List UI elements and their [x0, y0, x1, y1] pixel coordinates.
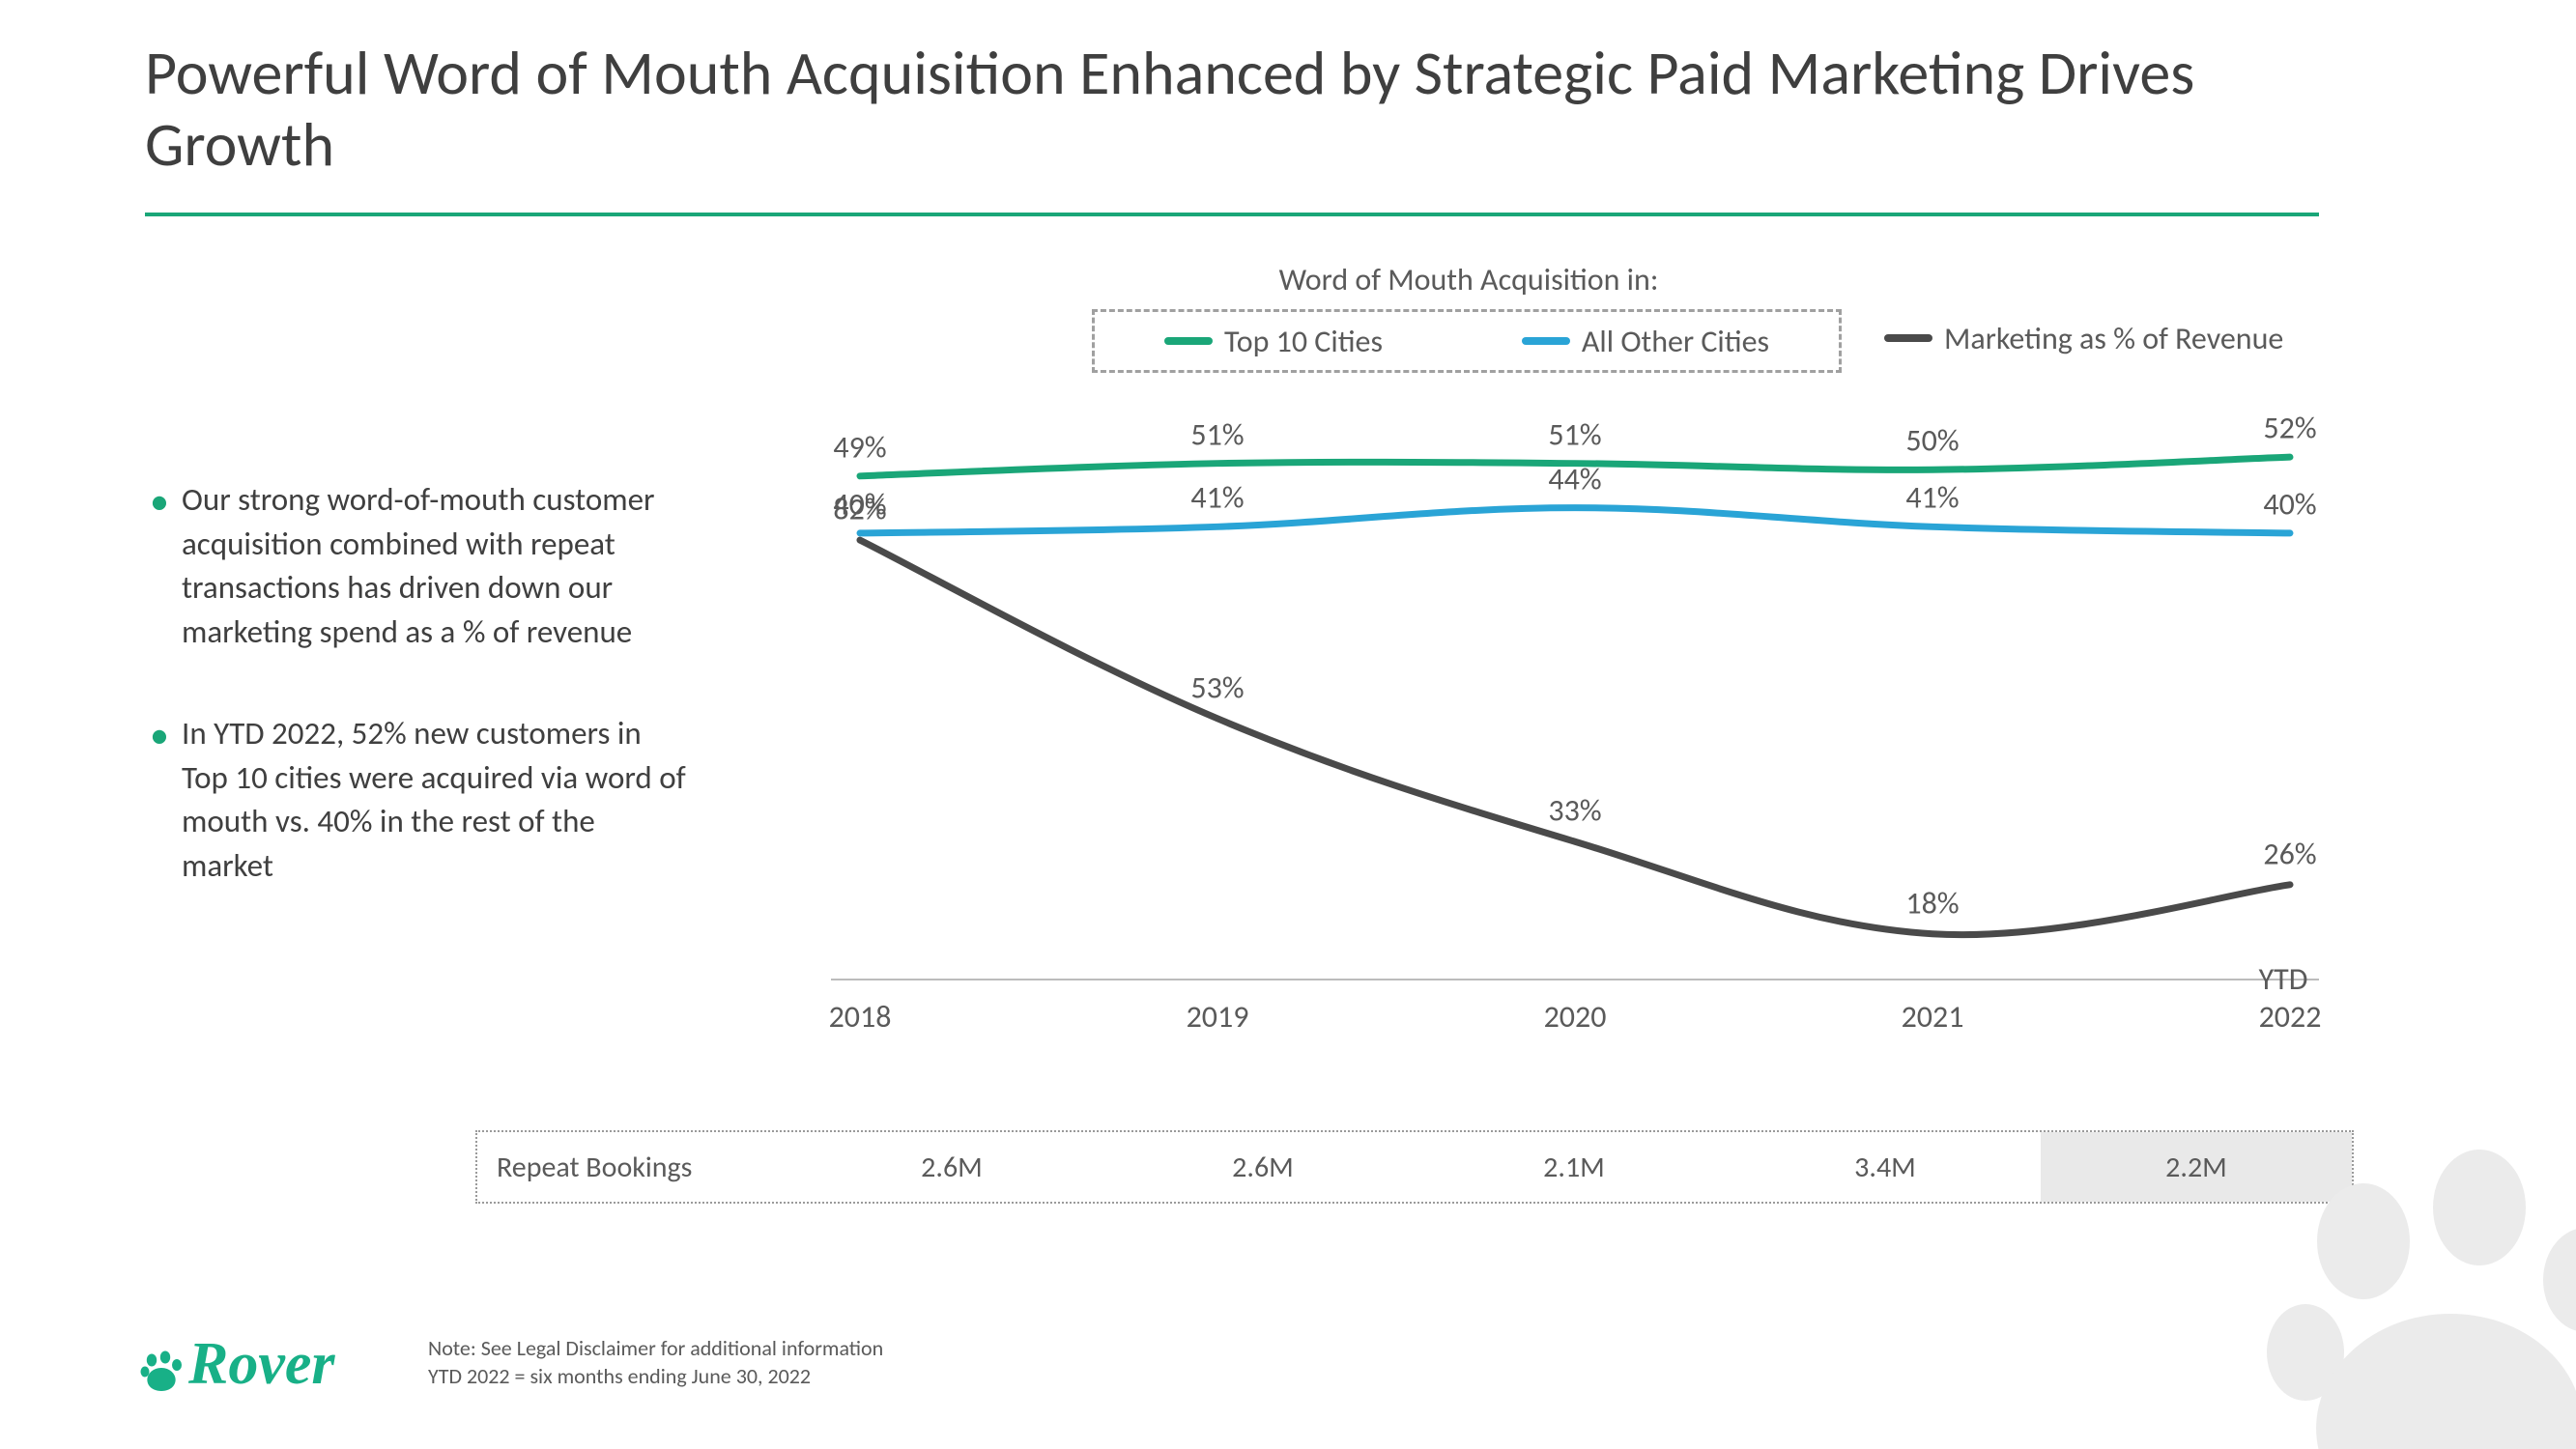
- data-label-mkt: 33%: [1548, 792, 1601, 830]
- legend-swatch: [1522, 337, 1570, 345]
- legend-label: Marketing as % of Revenue: [1944, 320, 2283, 357]
- data-label-other: 40%: [2263, 485, 2316, 523]
- line-chart: Word of Mouth Acquisition in: Top 10 Cit…: [831, 261, 2319, 1111]
- legend-swatch: [1164, 337, 1213, 345]
- bullet-list: Our strong word-of-mouth customer acquis…: [145, 478, 686, 946]
- data-label-top10: 52%: [2263, 410, 2316, 447]
- x-axis: [831, 979, 2319, 980]
- x-axis-label: 2019: [1187, 998, 1249, 1036]
- repeat-bookings-cell: 2.6M: [796, 1132, 1107, 1202]
- repeat-bookings-cell: 2.1M: [1418, 1132, 1730, 1202]
- repeat-bookings-label: Repeat Bookings: [477, 1132, 796, 1202]
- data-label-other: 41%: [1905, 479, 1959, 517]
- data-label-mkt: 53%: [1190, 668, 1244, 706]
- repeat-bookings-table: Repeat Bookings 2.6M 2.6M 2.1M 3.4M 2.2M: [475, 1130, 2354, 1204]
- legend-top10: Top 10 Cities: [1164, 323, 1383, 360]
- chart-subtitle: Word of Mouth Acquisition in:: [1237, 261, 1701, 298]
- page-title: Powerful Word of Mouth Acquisition Enhan…: [145, 39, 2271, 181]
- data-label-other: 41%: [1190, 479, 1244, 517]
- paw-icon: [140, 1349, 183, 1391]
- legend-label: All Other Cities: [1582, 323, 1769, 360]
- x-axis-label: YTD 2022: [2259, 960, 2322, 1036]
- legend-label: Top 10 Cities: [1224, 323, 1383, 360]
- x-axis-label: 2020: [1544, 998, 1607, 1036]
- x-axis-label: 2021: [1902, 998, 1964, 1036]
- bullet-item: In YTD 2022, 52% new customers in Top 10…: [145, 712, 686, 888]
- legend-marketing: Marketing as % of Revenue: [1884, 314, 2300, 362]
- title-underline: [145, 213, 2319, 216]
- data-label-top10: 51%: [1190, 415, 1244, 453]
- data-label-top10: 50%: [1905, 422, 1959, 460]
- plot-area: 2018 2019 2020 2021 YTD 2022 49% 51% 51% 50% 52%…: [831, 396, 2319, 1053]
- repeat-bookings-cell: 2.6M: [1107, 1132, 1418, 1202]
- footnote-line: Note: See Legal Disclaimer for additiona…: [428, 1334, 883, 1363]
- legend-other: All Other Cities: [1522, 323, 1769, 360]
- data-label-mkt: 26%: [2263, 835, 2316, 872]
- footnote: Note: See Legal Disclaimer for additiona…: [428, 1334, 883, 1391]
- legend-box-wom: Top 10 Cities All Other Cities: [1092, 309, 1842, 373]
- logo-text: Rover: [188, 1330, 335, 1399]
- data-label-other: 44%: [1548, 460, 1601, 497]
- rover-logo: Rover: [140, 1330, 335, 1399]
- background-paw-watermark: [2257, 1150, 2576, 1449]
- legend-swatch: [1884, 334, 1932, 342]
- data-label-top10: 51%: [1548, 415, 1601, 453]
- x-axis-label: 2018: [829, 998, 892, 1036]
- repeat-bookings-cell: 3.4M: [1730, 1132, 2041, 1202]
- data-label-top10: 49%: [833, 428, 886, 466]
- slide: Powerful Word of Mouth Acquisition Enhan…: [0, 0, 2576, 1449]
- data-label-mkt: 18%: [1905, 884, 1959, 922]
- data-label-mkt: 82%: [833, 491, 886, 528]
- footnote-line: YTD 2022 = six months ending June 30, 20…: [428, 1362, 883, 1391]
- bullet-item: Our strong word-of-mouth customer acquis…: [145, 478, 686, 654]
